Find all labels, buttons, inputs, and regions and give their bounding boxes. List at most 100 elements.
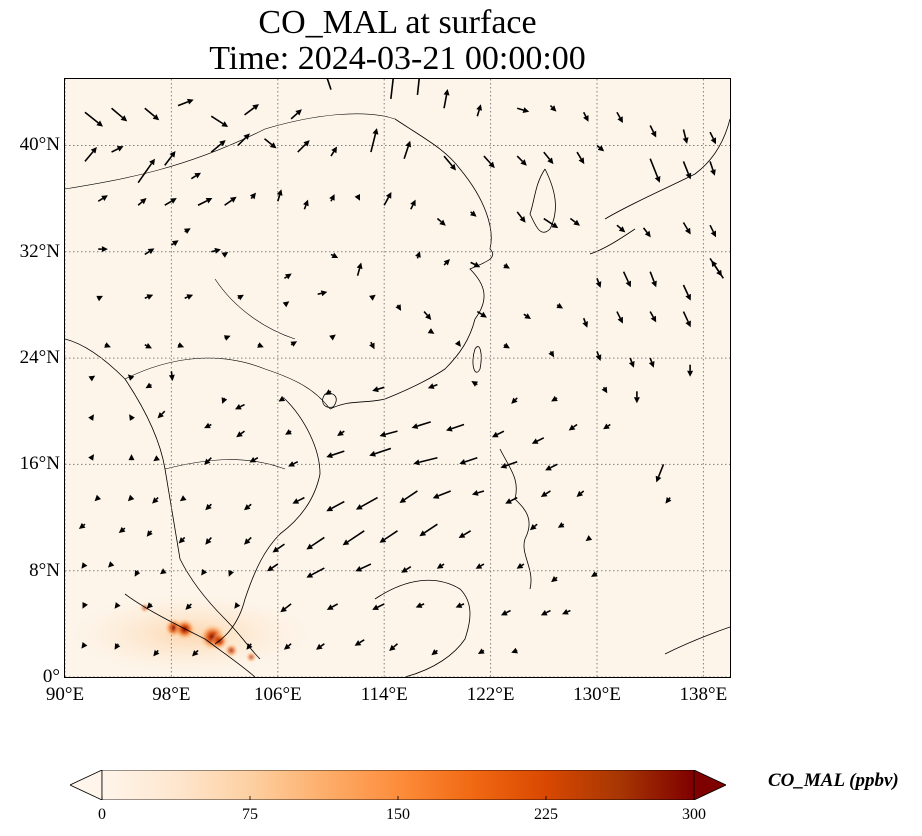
wind-arrow xyxy=(427,383,438,389)
coastline-indochina xyxy=(214,398,321,645)
wind-arrow xyxy=(282,301,290,308)
wind-arrow xyxy=(185,603,192,610)
wind-arrow xyxy=(118,526,126,533)
wind-arrow xyxy=(354,639,365,646)
wind-arrow xyxy=(177,98,194,107)
wind-arrow xyxy=(633,391,640,404)
wind-arrow xyxy=(81,642,88,649)
wind-arrow xyxy=(355,563,372,572)
wind-arrow xyxy=(354,194,360,201)
wind-arrow xyxy=(416,79,420,96)
wind-arrow xyxy=(283,643,292,650)
colorbar-extend-max xyxy=(693,769,727,801)
colorbar-extend-min xyxy=(69,769,103,801)
wind-arrow xyxy=(556,302,564,309)
wind-arrow xyxy=(616,311,623,324)
wind-arrow xyxy=(471,490,485,496)
wind-arrow xyxy=(111,146,124,153)
wind-arrow xyxy=(306,567,325,578)
wind-arrow xyxy=(337,430,345,436)
wind-arrow xyxy=(152,497,159,504)
wind-arrow xyxy=(543,151,554,165)
wind-arrow xyxy=(244,503,252,511)
lon-tick-label: 106°E xyxy=(253,684,302,705)
wind-arrow xyxy=(642,227,651,238)
wind-arrow xyxy=(326,79,332,90)
wind-arrow xyxy=(129,414,135,421)
border-mongolia xyxy=(65,113,396,190)
wind-arrow xyxy=(585,535,593,542)
wind-arrow xyxy=(204,457,212,465)
wind-arrow xyxy=(372,386,385,393)
wind-arrow xyxy=(648,357,655,368)
wind-arrow xyxy=(709,131,716,145)
wind-arrow xyxy=(284,273,292,280)
wind-arrow xyxy=(379,530,398,543)
wind-arrow xyxy=(144,294,154,300)
colorbar xyxy=(69,769,727,801)
wind-arrow xyxy=(276,189,283,202)
lon-tick-label: 130°E xyxy=(573,684,621,705)
wind-arrow xyxy=(297,140,310,153)
wind-arrow xyxy=(401,566,412,573)
wind-arrow xyxy=(164,151,176,166)
wind-arrow xyxy=(249,457,259,463)
wind-vector-layer xyxy=(78,79,725,657)
coastline-hainan xyxy=(322,392,337,408)
wind-arrow xyxy=(682,161,692,180)
coastline-philippines xyxy=(499,448,532,590)
wind-arrow xyxy=(529,523,538,531)
wind-arrow xyxy=(326,500,345,512)
wind-arrow xyxy=(379,430,398,438)
wind-arrow xyxy=(476,310,487,318)
wind-arrow xyxy=(111,107,128,122)
wind-arrow xyxy=(477,648,485,654)
wind-arrow xyxy=(475,563,485,569)
wind-arrow xyxy=(432,490,451,499)
colorbar-label: CO_MAL (ppbv) xyxy=(768,770,899,791)
wind-arrow xyxy=(326,603,339,610)
coastline-borneo xyxy=(374,579,471,677)
wind-arrow xyxy=(446,423,465,432)
wind-arrow xyxy=(114,602,121,609)
colorbar-body xyxy=(101,769,695,801)
wind-arrow xyxy=(168,371,175,381)
wind-arrow xyxy=(285,429,292,435)
wind-arrow xyxy=(516,211,526,223)
wind-arrow xyxy=(500,609,511,616)
wind-arrow xyxy=(325,389,332,395)
wind-arrow xyxy=(443,89,450,109)
colorbar-tick-label: 300 xyxy=(682,806,706,823)
wind-arrow xyxy=(221,397,228,404)
wind-arrow xyxy=(244,536,252,545)
graticule-layer xyxy=(65,79,730,677)
wind-arrow xyxy=(178,536,186,544)
wind-arrow xyxy=(210,140,226,153)
wind-arrow xyxy=(127,374,135,381)
wind-arrow xyxy=(427,328,435,334)
wind-arrow xyxy=(503,342,510,349)
wind-arrow xyxy=(369,447,392,457)
wind-arrow xyxy=(549,105,557,112)
wind-arrow xyxy=(545,463,558,471)
wind-arrow xyxy=(128,454,135,461)
wind-arrow xyxy=(177,342,185,348)
wind-arrow xyxy=(369,294,376,301)
coastline-japan-kyushu xyxy=(589,228,636,255)
wind-arrow xyxy=(595,351,602,361)
wind-arrow xyxy=(272,543,285,553)
wind-arrow xyxy=(476,104,482,117)
wind-arrow xyxy=(682,222,691,235)
wind-arrow xyxy=(628,357,635,368)
wind-arrow xyxy=(390,79,394,100)
wind-arrow xyxy=(94,494,101,502)
wind-arrow xyxy=(164,198,177,206)
co-hotspot xyxy=(223,643,239,658)
wind-arrow xyxy=(709,161,716,176)
coastline-korea xyxy=(529,168,556,233)
wind-arrow xyxy=(582,111,589,122)
wind-arrow xyxy=(88,454,94,461)
wind-arrow xyxy=(491,430,505,438)
wind-arrow xyxy=(655,464,665,483)
wind-arrow xyxy=(329,194,335,202)
